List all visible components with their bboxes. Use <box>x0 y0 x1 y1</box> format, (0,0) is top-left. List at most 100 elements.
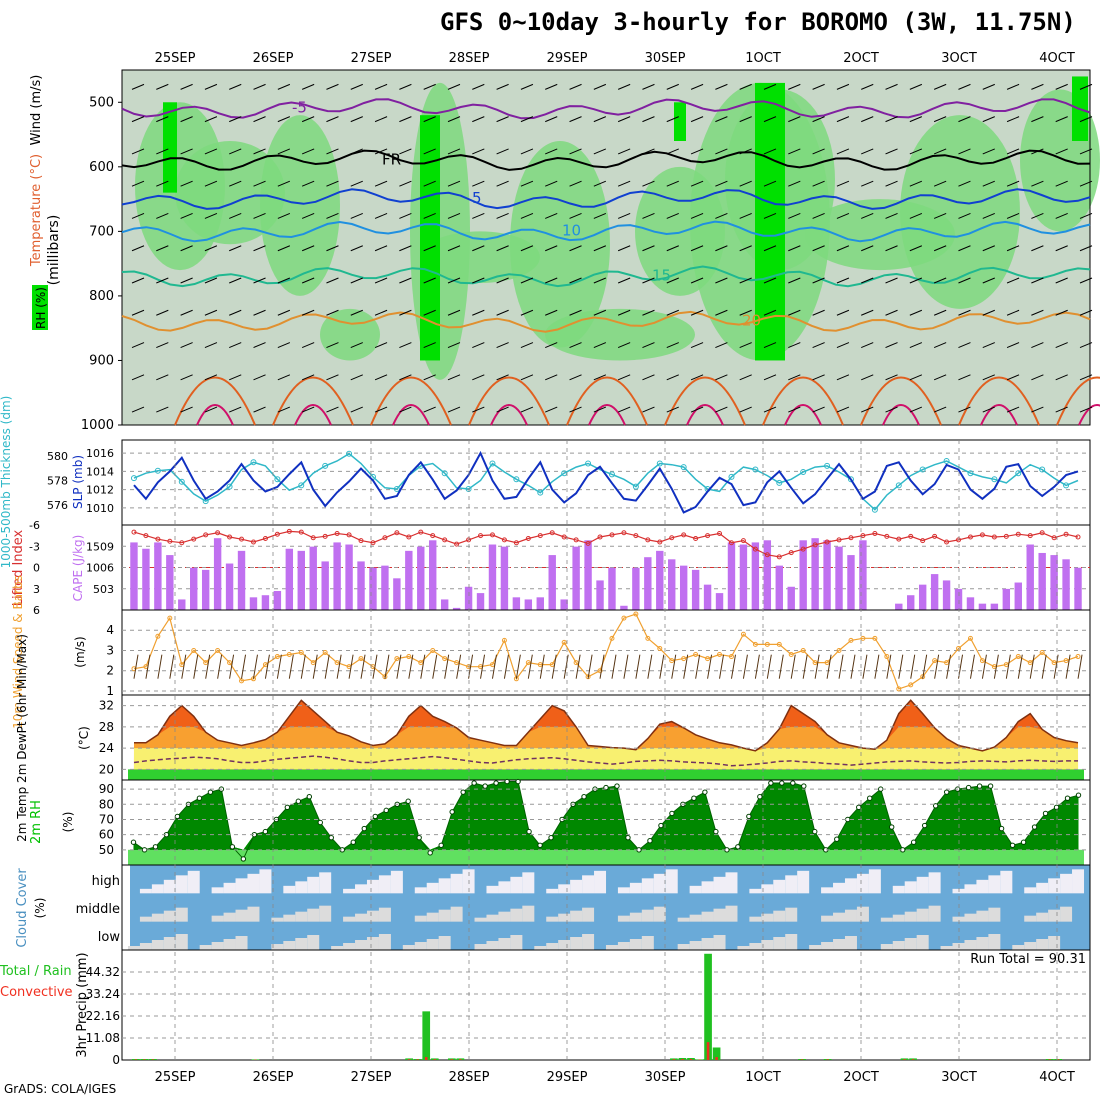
wind-barb <box>326 180 339 187</box>
cloud-gap <box>570 937 583 950</box>
wind-barb <box>131 406 145 413</box>
wind-barb <box>496 83 509 90</box>
lifted-index-point <box>466 537 472 543</box>
cloud-gap <box>498 938 511 950</box>
cloud-gap <box>904 881 917 894</box>
wind-barb <box>933 148 947 155</box>
wind-barb <box>1031 309 1044 316</box>
wind-barb <box>715 180 728 187</box>
isotherm-15 <box>121 265 1091 288</box>
wind-barb <box>666 309 679 316</box>
wind-barb <box>204 342 218 349</box>
wind-barb <box>836 245 850 252</box>
y-axis-unit: (m/s) <box>73 636 87 667</box>
wind-barb <box>1006 245 1020 252</box>
wind-barb <box>739 180 752 187</box>
cloud-gap <box>343 888 356 894</box>
x-tick-label-top: 30SEP <box>645 51 686 66</box>
x-tick-label-top: 26SEP <box>253 51 294 66</box>
wind-barb <box>909 374 923 381</box>
cloud-gap <box>366 879 379 894</box>
lifted-index-point <box>274 531 280 537</box>
wind-barb <box>1055 277 1068 284</box>
wind-barb <box>569 83 582 90</box>
wind-barb <box>204 374 218 381</box>
cape-bar <box>417 546 425 610</box>
panel-frame <box>121 949 1091 1061</box>
cloud-gap <box>295 881 308 894</box>
wind-speed-point <box>896 686 902 692</box>
rh-point <box>130 839 137 845</box>
wind-barb <box>812 309 825 316</box>
thickness-point <box>537 489 544 496</box>
rh-point <box>328 834 334 841</box>
wind-barb <box>156 309 169 316</box>
precip-convective-bar <box>433 1059 437 1060</box>
lifted-index-point <box>967 534 973 540</box>
wind-barb-10m <box>707 654 713 679</box>
cloud-gap <box>378 907 391 922</box>
cloud-gap <box>510 935 523 950</box>
wind-barb-10m <box>587 654 593 679</box>
cloud-gap <box>689 885 702 894</box>
cloud-gap <box>295 911 308 922</box>
wind-speed-point <box>764 641 770 647</box>
thickness-point <box>632 483 639 490</box>
wind-barb-10m <box>169 654 175 679</box>
isotherm-30 <box>686 404 724 426</box>
lifted-index-point <box>418 529 424 535</box>
x-tick-label-top: 29SEP <box>547 51 588 66</box>
wind-barb <box>569 374 582 381</box>
wind-barb <box>1031 180 1044 187</box>
cloud-gap <box>617 942 630 950</box>
wind-barb <box>812 148 825 155</box>
cloud-gap <box>1024 915 1037 922</box>
wind-barb <box>447 406 461 413</box>
thickness-point <box>680 464 687 471</box>
y-tick-label: 600 <box>89 160 114 175</box>
cloud-gap <box>319 872 332 894</box>
wind-barb <box>739 374 752 381</box>
slp-line <box>133 450 1079 514</box>
wind-barb <box>812 374 825 381</box>
cape-bar <box>1026 544 1034 610</box>
rh-point <box>834 836 840 842</box>
rh-point <box>427 850 433 856</box>
precip-total-bar <box>704 953 712 1060</box>
wind-barb <box>836 374 850 381</box>
wind-barb <box>1055 148 1068 155</box>
wind-barb <box>1031 406 1044 413</box>
cloud-gap <box>737 946 750 950</box>
wind-speed-point <box>824 660 830 666</box>
cape-bar <box>799 540 807 610</box>
rh-point <box>526 828 532 835</box>
x-tick-label-bottom: 30SEP <box>645 1070 686 1085</box>
wind-barb <box>909 116 923 123</box>
isotherm--5 <box>121 98 1091 120</box>
rh-point <box>889 824 895 830</box>
cape-bar <box>345 544 353 610</box>
wind-barb <box>399 148 412 155</box>
cloud-gap <box>426 912 439 922</box>
wind-barb <box>933 277 947 284</box>
thickness-point <box>1039 466 1046 473</box>
wind-barb <box>1031 342 1044 349</box>
x-tick-label-bottom: 26SEP <box>253 1070 294 1085</box>
cape-bar <box>452 607 461 610</box>
rh-point <box>416 834 422 841</box>
legend-rh: RH (%) <box>34 287 48 329</box>
y-axis-label: (millibars) <box>46 215 62 286</box>
rh-point <box>779 780 785 786</box>
wind-barb <box>545 309 558 316</box>
wind-barb-10m <box>719 654 725 679</box>
wind-barb-10m <box>802 654 808 679</box>
cloud-gap <box>307 935 320 950</box>
rh-point <box>921 822 928 829</box>
wind-barb <box>399 309 412 316</box>
wind-barb-10m <box>778 654 784 679</box>
isotherm-25 <box>664 376 746 426</box>
x-tick-label-bottom: 4OCT <box>1039 1070 1075 1085</box>
cape-bar <box>823 540 831 610</box>
rh-region <box>510 141 610 348</box>
wind-barb <box>715 212 728 219</box>
